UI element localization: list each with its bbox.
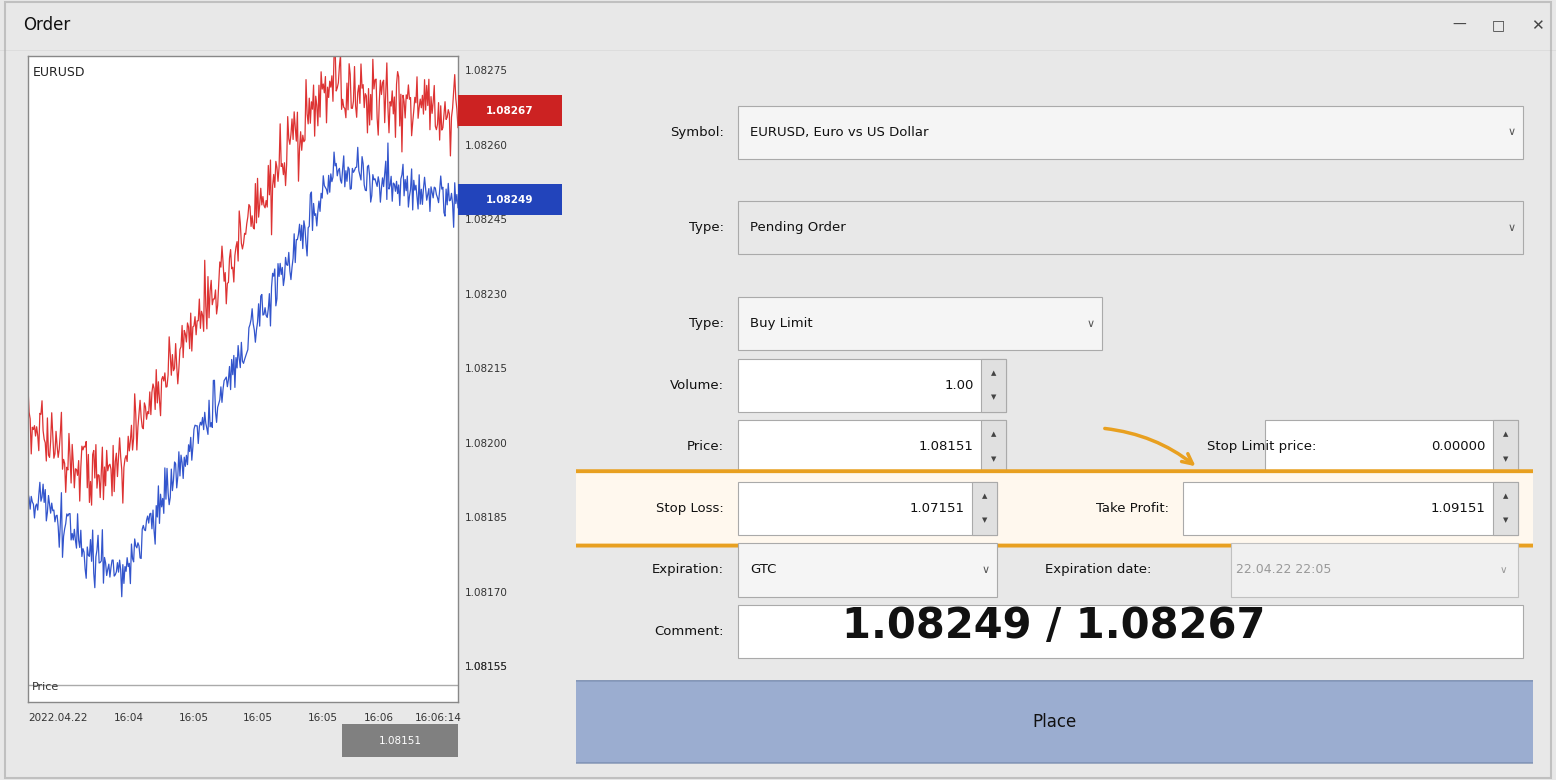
Text: EURUSD: EURUSD <box>33 66 86 79</box>
FancyBboxPatch shape <box>982 359 1007 412</box>
FancyBboxPatch shape <box>739 420 1007 473</box>
Text: 1.08151: 1.08151 <box>920 440 974 453</box>
Text: Take Profit:: Take Profit: <box>1095 502 1169 515</box>
Text: Stop Loss:: Stop Loss: <box>657 502 724 515</box>
Text: □: □ <box>1492 19 1505 32</box>
Text: ▲: ▲ <box>1503 493 1509 499</box>
Text: Order: Order <box>23 16 70 34</box>
Text: 16:05: 16:05 <box>308 713 338 723</box>
FancyBboxPatch shape <box>1231 544 1519 597</box>
Text: ▲: ▲ <box>982 493 987 499</box>
Text: Symbol:: Symbol: <box>671 126 724 139</box>
Text: ∨: ∨ <box>982 565 990 575</box>
FancyBboxPatch shape <box>562 471 1547 545</box>
FancyBboxPatch shape <box>739 359 1007 412</box>
Text: Type:: Type: <box>689 317 724 330</box>
Text: 1.08249: 1.08249 <box>485 195 534 205</box>
Text: Expiration:: Expiration: <box>652 563 724 576</box>
Text: 1.08260: 1.08260 <box>465 140 509 151</box>
FancyBboxPatch shape <box>457 95 562 126</box>
Text: 1.08275: 1.08275 <box>465 66 509 76</box>
Text: ▲: ▲ <box>991 370 996 376</box>
Text: ∨: ∨ <box>1086 318 1094 328</box>
Text: Price: Price <box>33 682 59 693</box>
Text: Pending Order: Pending Order <box>750 222 845 235</box>
Text: ∨: ∨ <box>1508 127 1516 137</box>
Text: ▼: ▼ <box>1503 518 1509 523</box>
Text: 1.08267: 1.08267 <box>485 106 534 115</box>
Text: 1.08200: 1.08200 <box>465 438 507 448</box>
Text: ∨: ∨ <box>1500 565 1508 575</box>
Text: GTC: GTC <box>750 563 776 576</box>
Text: ▲: ▲ <box>1503 431 1509 438</box>
Text: 1.08151: 1.08151 <box>378 736 422 746</box>
FancyBboxPatch shape <box>1494 482 1519 535</box>
FancyBboxPatch shape <box>972 482 997 535</box>
Text: 0.00000: 0.00000 <box>1432 440 1486 453</box>
FancyBboxPatch shape <box>982 420 1007 473</box>
Text: ▼: ▼ <box>982 518 987 523</box>
FancyBboxPatch shape <box>739 544 997 597</box>
FancyBboxPatch shape <box>739 605 1523 658</box>
Text: 1.08245: 1.08245 <box>465 215 509 225</box>
FancyBboxPatch shape <box>1494 420 1519 473</box>
Text: 1.08249 / 1.08267: 1.08249 / 1.08267 <box>842 605 1267 647</box>
Text: ✕: ✕ <box>1531 18 1544 33</box>
Text: Place: Place <box>1032 713 1077 731</box>
Text: Stop Limit price:: Stop Limit price: <box>1207 440 1316 453</box>
FancyBboxPatch shape <box>739 201 1523 254</box>
Text: 1.08170: 1.08170 <box>465 587 509 597</box>
Text: 1.08230: 1.08230 <box>465 289 509 300</box>
FancyBboxPatch shape <box>342 725 457 757</box>
FancyBboxPatch shape <box>457 184 562 215</box>
Text: Volume:: Volume: <box>671 378 724 392</box>
Text: 1.07151: 1.07151 <box>909 502 965 515</box>
Text: Expiration date:: Expiration date: <box>1044 563 1151 576</box>
FancyBboxPatch shape <box>739 297 1102 350</box>
Text: ▼: ▼ <box>991 395 996 400</box>
FancyBboxPatch shape <box>1265 420 1519 473</box>
FancyBboxPatch shape <box>568 681 1540 763</box>
Text: Price:: Price: <box>688 440 724 453</box>
Text: 22.04.22 22:05: 22.04.22 22:05 <box>1235 563 1332 576</box>
Text: 2022.04.22: 2022.04.22 <box>28 713 87 723</box>
FancyBboxPatch shape <box>739 482 997 535</box>
FancyBboxPatch shape <box>739 106 1523 159</box>
Text: 1.08155: 1.08155 <box>465 662 509 672</box>
Text: Type:: Type: <box>689 222 724 235</box>
FancyBboxPatch shape <box>1184 482 1519 535</box>
Text: —: — <box>1453 19 1466 32</box>
Text: Buy Limit: Buy Limit <box>750 317 812 330</box>
Text: EURUSD, Euro vs US Dollar: EURUSD, Euro vs US Dollar <box>750 126 929 139</box>
Text: 16:06: 16:06 <box>364 713 394 723</box>
Text: 1.08215: 1.08215 <box>465 364 509 374</box>
Text: ∨: ∨ <box>1508 223 1516 233</box>
Text: 16:04: 16:04 <box>114 713 145 723</box>
Text: 1.08155: 1.08155 <box>465 662 509 672</box>
Text: 16:06:14: 16:06:14 <box>415 713 462 723</box>
Text: ▲: ▲ <box>991 431 996 438</box>
Text: 1.00: 1.00 <box>944 378 974 392</box>
Text: 16:05: 16:05 <box>179 713 209 723</box>
Text: 1.09151: 1.09151 <box>1432 502 1486 515</box>
Text: 16:05: 16:05 <box>243 713 272 723</box>
Text: ▼: ▼ <box>991 456 996 462</box>
Text: ▼: ▼ <box>1503 456 1509 462</box>
Text: 1.08185: 1.08185 <box>465 513 509 523</box>
Text: Comment:: Comment: <box>655 625 724 638</box>
